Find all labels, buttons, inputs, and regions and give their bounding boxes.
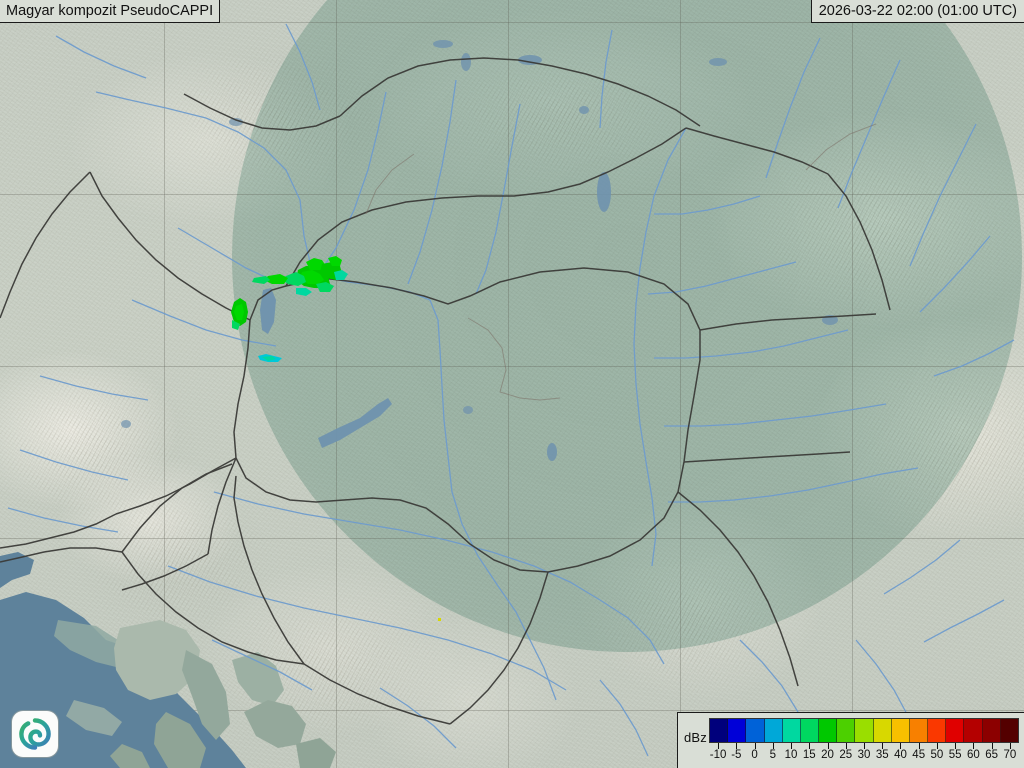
legend-tick-label--10: -10 xyxy=(709,749,727,761)
legend-tick-label-0: 0 xyxy=(751,749,758,761)
legend-swatch-55 xyxy=(946,719,965,742)
legend-tick-label-70: 70 xyxy=(1003,749,1017,761)
legend-tick-label-15: 15 xyxy=(802,749,816,761)
legend-tick-70 xyxy=(1009,743,1011,749)
legend-tick-35 xyxy=(882,743,884,749)
legend-tick-60 xyxy=(973,743,975,749)
legend-swatch--10 xyxy=(710,719,729,742)
legend-tick-labels: -10 -5 0 5 10 15 20 25 30 35 40 45 50 55 60 65 70 xyxy=(709,749,1019,765)
adriatic-sea xyxy=(0,552,336,768)
legend-swatch-60 xyxy=(964,719,983,742)
admin-borders xyxy=(365,123,877,401)
lakes xyxy=(121,40,838,461)
legend-tick-45 xyxy=(918,743,920,749)
legend-tick-label-10: 10 xyxy=(784,749,798,761)
legend-colorbar xyxy=(709,718,1019,743)
legend-tick-label-55: 55 xyxy=(948,749,962,761)
legend-swatch-45 xyxy=(909,719,929,742)
legend-ticks xyxy=(709,743,1019,750)
legend-tick-label-50: 50 xyxy=(930,749,944,761)
legend-tick-5 xyxy=(772,743,774,749)
legend-swatch-5 xyxy=(764,719,783,742)
legend-tick-label-30: 30 xyxy=(857,749,871,761)
legend-tick-10 xyxy=(791,743,793,749)
legend-swatch-0 xyxy=(746,719,765,742)
radar-swirl-logo[interactable] xyxy=(12,711,58,757)
legend-swatch-65 xyxy=(982,719,1001,742)
legend-swatch-30 xyxy=(855,719,874,742)
echo-south-small xyxy=(258,354,282,362)
legend-tick-25 xyxy=(845,743,847,749)
legend-tick-label-35: 35 xyxy=(875,749,889,761)
legend-swatch-40 xyxy=(891,719,910,742)
country-borders xyxy=(0,57,891,725)
legend-tick-label-25: 25 xyxy=(839,749,853,761)
legend-tick-55 xyxy=(955,743,957,749)
rivers xyxy=(7,23,1015,757)
legend-tick-label--5: -5 xyxy=(731,749,742,761)
legend-tick--10 xyxy=(718,743,720,749)
legend-tick-20 xyxy=(827,743,829,749)
legend-tick-label-60: 60 xyxy=(967,749,980,761)
timestamp-box: 2026-03-22 02:00 (01:00 UTC) xyxy=(810,0,1024,23)
timestamp-text: 2026-03-22 02:00 (01:00 UTC) xyxy=(818,2,1017,19)
swirl-icon xyxy=(19,718,51,750)
legend-tick-label-40: 40 xyxy=(894,749,907,761)
legend-tick-label-65: 65 xyxy=(985,749,999,761)
legend-tick-65 xyxy=(991,743,993,749)
legend-swatch-50 xyxy=(928,719,947,742)
legend-unit-label: dBz xyxy=(684,730,708,745)
legend-tick-label-5: 5 xyxy=(769,749,777,761)
legend-swatch-70 xyxy=(1000,719,1018,742)
radar-coverage-circle xyxy=(232,0,1022,652)
page-title: Magyar kompozit PseudoCAPPI xyxy=(6,2,214,19)
dbz-color-legend: dBz -10 -5 0 5 10 15 20 25 30 35 40 45 50 55 60 65 70 xyxy=(677,712,1024,768)
legend-swatch-15 xyxy=(800,719,820,742)
legend-tick-30 xyxy=(864,743,865,749)
echo-neusiedl-west xyxy=(231,298,248,330)
legend-tick-0 xyxy=(754,743,756,749)
legend-swatch-25 xyxy=(837,719,856,742)
legend-swatch--5 xyxy=(728,719,747,742)
legend-swatch-35 xyxy=(873,719,892,742)
legend-tick-40 xyxy=(900,743,902,749)
legend-tick-50 xyxy=(936,743,938,749)
echo-danube-bend-main xyxy=(252,256,348,296)
echo-tiny-south xyxy=(438,618,441,621)
legend-swatch-10 xyxy=(782,719,801,742)
legend-tick-label-45: 45 xyxy=(912,749,926,761)
legend-tick--5 xyxy=(736,743,738,749)
legend-swatch-20 xyxy=(819,719,838,742)
map-title-box: Magyar kompozit PseudoCAPPI xyxy=(0,0,221,23)
legend-tick-label-20: 20 xyxy=(821,749,834,761)
legend-tick-15 xyxy=(809,743,811,749)
